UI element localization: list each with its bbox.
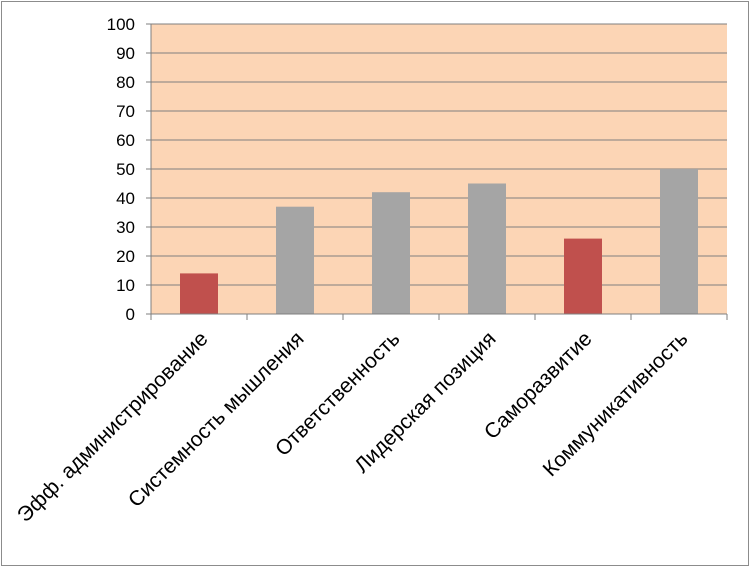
y-tick-label: 90 — [116, 44, 135, 63]
category-label: Эфф. администрирование — [13, 327, 213, 527]
bar-1 — [276, 206, 314, 314]
y-tick-label: 60 — [116, 131, 135, 150]
bars — [180, 169, 698, 314]
gridlines — [146, 23, 727, 315]
y-tick-labels: 0 10 20 30 40 50 60 70 80 90 100 — [107, 15, 135, 324]
bar-2 — [372, 192, 410, 314]
y-tick-label: 20 — [116, 247, 135, 266]
y-tick-label: 50 — [116, 160, 135, 179]
bar-3 — [468, 183, 506, 314]
y-tick-label: 40 — [116, 189, 135, 208]
y-tick-label: 100 — [107, 15, 135, 34]
bar-4 — [564, 238, 602, 314]
bar-0 — [180, 273, 218, 314]
y-tick-label: 10 — [116, 276, 135, 295]
y-tick-label: 0 — [126, 305, 135, 324]
bar-5 — [660, 169, 698, 314]
axes — [150, 24, 728, 320]
y-tick-label: 30 — [116, 218, 135, 237]
y-tick-label: 70 — [116, 102, 135, 121]
category-label: Системность мышления — [124, 327, 309, 512]
y-tick-label: 80 — [116, 73, 135, 92]
